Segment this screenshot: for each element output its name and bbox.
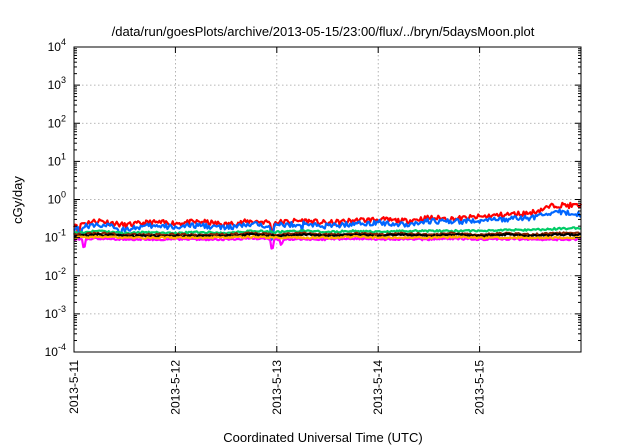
series-line xyxy=(73,208,582,241)
y-tick-label: 10-4 xyxy=(45,342,66,359)
x-tick-label: 2013-5-12 xyxy=(168,360,182,415)
y-tick-label: 102 xyxy=(48,113,66,130)
grid xyxy=(74,47,581,352)
y-axis-label: cGy/day xyxy=(10,176,25,224)
x-tick-label: 2013-5-15 xyxy=(473,360,487,415)
x-tick-label: 2013-5-11 xyxy=(67,360,81,414)
series-line xyxy=(73,234,582,240)
y-tick-label: 104 xyxy=(48,37,66,54)
y-tick-labels: 10-4 10-3 10-2 10-1 100 101 102 103 104 xyxy=(45,37,66,359)
x-tick-label: 2013-5-13 xyxy=(270,360,284,415)
x-axis-label: Coordinated Universal Time (UTC) xyxy=(223,430,422,445)
y-tick-label: 10-3 xyxy=(45,304,66,321)
series-layer xyxy=(73,201,583,250)
y-tick-label: 100 xyxy=(48,190,66,207)
y-tick-label: 10-2 xyxy=(45,266,66,283)
series-line xyxy=(73,236,582,250)
y-tick-label: 103 xyxy=(48,75,66,92)
x-tick-label: 2013-5-14 xyxy=(371,360,385,415)
y-tick-label: 10-1 xyxy=(45,228,66,245)
x-tick-labels: 2013-5-11 2013-5-12 2013-5-13 2013-5-14 2013… xyxy=(67,360,487,415)
series-line xyxy=(73,231,582,237)
series-line xyxy=(73,226,582,236)
chart-title: /data/run/goesPlots/archive/2013-05-15/2… xyxy=(112,24,535,39)
y-tick-label: 101 xyxy=(48,151,66,168)
axis-ticks xyxy=(73,46,581,353)
